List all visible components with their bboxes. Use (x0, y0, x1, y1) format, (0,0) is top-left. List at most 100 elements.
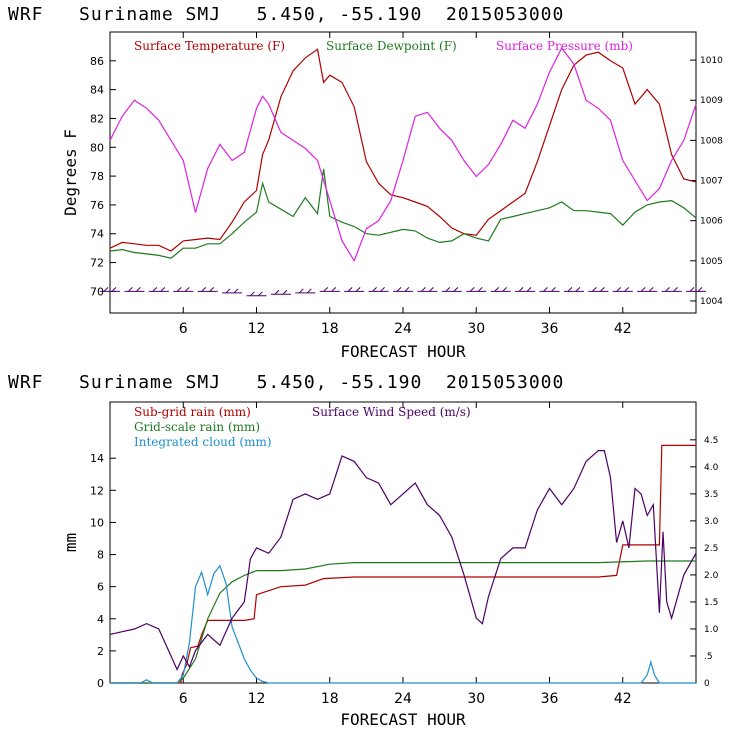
wind-barb-flag (616, 287, 622, 292)
series-line-0 (110, 444, 696, 684)
x-tick-label: 42 (614, 691, 632, 707)
y2-tick-label: 1008 (700, 136, 723, 146)
wind-barb-flag (201, 287, 207, 292)
y-tick-label: 10 (90, 516, 104, 529)
y-tick-label: 70 (90, 285, 104, 298)
wind-barb-flag (306, 288, 312, 294)
y-axis-label: mm (61, 533, 80, 552)
y2-tick-label: 3.5 (704, 490, 718, 500)
wind-barb-flag (233, 288, 239, 294)
wind-barb-flag (225, 288, 231, 294)
y-tick-label: 6 (97, 581, 104, 594)
y2-tick-label: 3.0 (704, 517, 719, 527)
series-line-2 (110, 564, 696, 684)
top-chart-title: WRF Suriname SMJ 5.450, -55.190 20150530… (8, 4, 565, 25)
y-tick-label: 0 (97, 677, 104, 690)
x-tick-label: 24 (394, 691, 412, 707)
wind-barb-flag (697, 287, 703, 292)
y2-tick-label: 2.0 (704, 571, 719, 581)
y2-tick-label: 4.5 (704, 436, 718, 446)
legend-temperature: Surface Temperature (F) (134, 39, 285, 53)
wind-barb-flag (445, 287, 451, 292)
x-tick-label: 36 (541, 321, 559, 337)
wind-barb-flag (469, 287, 475, 292)
y-tick-label: 78 (90, 170, 104, 183)
wind-barb-flag (648, 287, 654, 292)
wind-barb-flag (176, 287, 182, 292)
wind-barb-flag (665, 287, 670, 292)
wind-barb-flag (111, 287, 117, 292)
y2-tick-label: 2.5 (704, 544, 718, 554)
y2-tick-label: 1007 (700, 177, 723, 187)
wind-barb-flag (551, 287, 556, 292)
legend-gridscale-rain: Grid-scale rain (mm) (134, 420, 260, 434)
wind-barb-flag (250, 291, 255, 297)
y-tick-label: 84 (90, 84, 104, 97)
meteogram-temperature-pressure: 6 12 18 24 30 36 42 70 72 74 76 78 80 82 84 86 1004 1005 1… (61, 31, 723, 361)
wind-barb-flag (429, 287, 434, 292)
y2-tick-label: 4.0 (704, 463, 719, 473)
y-axis-label: Degrees F (61, 129, 80, 216)
y-tick-label: 80 (90, 141, 104, 154)
meteogram-precipitation-wind: 6 12 18 24 30 36 42024681012140.51.01.52.02.53… (61, 401, 719, 729)
y-tick-label: 74 (90, 228, 104, 241)
wind-barb-flag (103, 287, 109, 292)
wind-barb-flag (518, 287, 524, 292)
wind-barb-flag (298, 288, 304, 294)
wind-barb-flag (282, 289, 288, 295)
wind-barb-flag (209, 287, 215, 292)
series-line-1 (110, 560, 696, 684)
y-tick-label: 72 (90, 257, 104, 270)
wind-barb-flag (152, 287, 158, 292)
wind-barb-flag (372, 287, 377, 292)
wind-barb-flag (421, 287, 426, 292)
wind-barb-flag (543, 287, 548, 292)
x-tick-label: 30 (467, 321, 485, 337)
legend-subgrid-rain: Sub-grid rain (mm) (134, 405, 251, 419)
wind-barb-flag (355, 287, 361, 292)
wind-barb-flag (258, 291, 263, 297)
y2-tick-label: 1006 (700, 217, 723, 227)
wind-barb-flag (184, 287, 190, 292)
y-tick-label: 14 (90, 452, 104, 465)
x-tick-label: 30 (467, 691, 485, 707)
x-tick-label: 36 (541, 691, 559, 707)
y-tick-label: 86 (90, 55, 104, 68)
legend-wind-speed: Surface Wind Speed (m/s) (312, 405, 471, 419)
wind-barb-flag (575, 287, 581, 292)
y-tick-label: 12 (90, 484, 104, 497)
series-line-0 (109, 48, 697, 252)
wind-barb-flag (599, 287, 605, 292)
wind-barb-flag (640, 287, 646, 292)
wind-barb-flag (396, 287, 402, 292)
series-line-2 (109, 46, 697, 263)
wind-barb-flag (331, 287, 337, 292)
x-tick-label: 42 (614, 321, 632, 337)
wind-barb-flag (404, 287, 410, 292)
wind-barb-flag (477, 287, 483, 292)
y2-tick-label: .5 (704, 652, 713, 662)
series-line-3 (109, 449, 697, 671)
x-tick-label: 18 (321, 691, 339, 707)
x-axis-label: FORECAST HOUR (340, 342, 466, 361)
wind-barb-flag (591, 287, 597, 292)
x-tick-label: 12 (248, 321, 266, 337)
y2-tick-label: 0 (704, 679, 710, 689)
y-tick-label: 82 (90, 112, 104, 125)
wind-barb-flag (128, 287, 133, 292)
y2-tick-label: 1009 (700, 96, 723, 106)
y2-tick-label: 1.0 (704, 625, 719, 635)
y-tick-label: 8 (97, 549, 104, 562)
wind-barb-flag (526, 287, 532, 292)
wind-barb-flag (380, 287, 385, 292)
x-tick-label: 12 (248, 691, 266, 707)
wind-barb-flag (502, 287, 508, 292)
x-tick-label: 6 (179, 321, 188, 337)
series-line-1 (109, 168, 697, 259)
wind-barb-flag (494, 287, 500, 292)
wind-barb-flag (136, 287, 141, 292)
bottom-chart-title: WRF Suriname SMJ 5.450, -55.190 20150530… (8, 372, 565, 393)
x-axis-label: FORECAST HOUR (340, 710, 466, 729)
legend-integrated-cloud: Integrated cloud (mm) (134, 435, 272, 449)
wind-barb-flag (624, 287, 630, 292)
